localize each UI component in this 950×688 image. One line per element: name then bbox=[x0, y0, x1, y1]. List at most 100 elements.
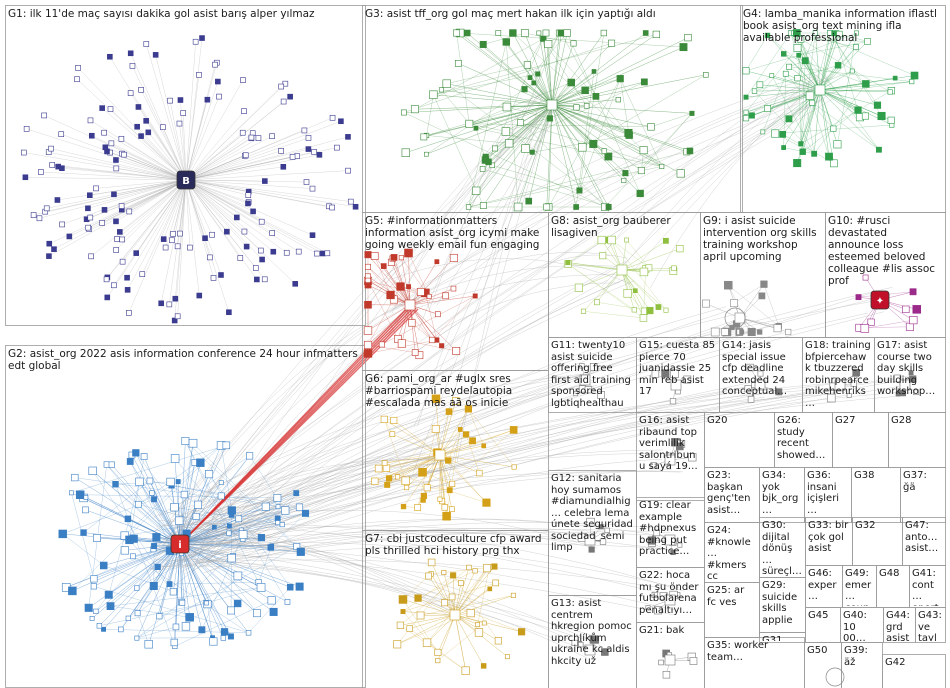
graph-edge bbox=[172, 297, 416, 518]
graph-edge bbox=[568, 263, 635, 310]
g1-node bbox=[174, 243, 181, 250]
graph-edge bbox=[57, 179, 187, 201]
g4-node bbox=[751, 88, 758, 94]
g18-hub bbox=[834, 379, 846, 391]
panel-border-g26 bbox=[774, 412, 833, 468]
g1-node bbox=[329, 204, 335, 211]
g1-node bbox=[170, 231, 176, 237]
g8-node bbox=[599, 252, 607, 260]
panel-border-g10 bbox=[825, 212, 946, 338]
graph-edge bbox=[426, 94, 434, 136]
graph-edge bbox=[185, 179, 274, 252]
graph-edge bbox=[152, 373, 593, 518]
g21-node bbox=[689, 657, 698, 665]
g3-node bbox=[525, 197, 533, 205]
graph-edge bbox=[83, 480, 151, 533]
g4-node bbox=[853, 44, 859, 50]
graph-edge bbox=[819, 89, 861, 118]
graph-edge bbox=[185, 179, 249, 204]
graph-edge bbox=[783, 53, 866, 85]
g3-node bbox=[509, 29, 517, 37]
g2-node bbox=[154, 563, 161, 570]
g3-node bbox=[465, 204, 472, 210]
graph-edge bbox=[800, 38, 891, 93]
graph-edge bbox=[567, 262, 644, 273]
g2-node bbox=[226, 530, 232, 536]
g1-node bbox=[305, 146, 312, 152]
graph-edge bbox=[476, 104, 553, 191]
graph-edge bbox=[551, 99, 619, 106]
graph-edge bbox=[745, 35, 768, 71]
graph-edge bbox=[158, 463, 444, 547]
graph-edge bbox=[728, 285, 779, 327]
g4-node bbox=[862, 80, 870, 88]
graph-edge bbox=[110, 587, 262, 607]
g2-node bbox=[156, 613, 163, 620]
g2-node bbox=[125, 615, 131, 622]
g9-node bbox=[760, 280, 768, 288]
graph-edge bbox=[575, 71, 595, 208]
g1-node bbox=[314, 250, 320, 257]
g1-node bbox=[118, 203, 125, 209]
g2-node bbox=[68, 586, 77, 596]
g2-node bbox=[253, 609, 261, 618]
g1-node bbox=[245, 192, 252, 198]
g3-node bbox=[529, 149, 535, 155]
graph-edge bbox=[127, 179, 187, 290]
g1-node bbox=[345, 134, 351, 140]
graph-edge bbox=[454, 614, 484, 667]
g5-node bbox=[404, 248, 413, 258]
graph-edge bbox=[33, 179, 187, 216]
g6-node bbox=[449, 480, 456, 487]
panel-border-g50 bbox=[804, 642, 842, 688]
graph-edge bbox=[505, 104, 553, 132]
graph-edge bbox=[420, 595, 514, 616]
g6-node bbox=[437, 496, 443, 502]
g2-node bbox=[196, 458, 205, 467]
graph-edge bbox=[551, 104, 642, 171]
g6-node bbox=[445, 457, 452, 464]
graph-edge bbox=[62, 179, 187, 225]
g3-node bbox=[453, 29, 461, 37]
graph-edge bbox=[185, 166, 284, 181]
g2-node bbox=[286, 583, 294, 591]
g6-node bbox=[384, 481, 391, 488]
g6-node bbox=[374, 464, 383, 473]
g8-node bbox=[671, 265, 677, 271]
g1-node bbox=[209, 231, 215, 238]
g2-node bbox=[281, 506, 290, 515]
graph-edge bbox=[206, 522, 443, 608]
g3-node bbox=[573, 204, 579, 210]
graph-edge bbox=[194, 280, 635, 533]
graph-edge bbox=[551, 104, 681, 174]
panel-border-g40 bbox=[840, 607, 884, 643]
g7-node bbox=[474, 628, 484, 637]
g7-node bbox=[466, 609, 475, 618]
g1-node bbox=[139, 271, 146, 277]
g1-node bbox=[119, 258, 126, 265]
g1-node bbox=[89, 132, 95, 139]
g1-node bbox=[309, 185, 316, 192]
svg-text:B: B bbox=[182, 176, 190, 187]
g2-node bbox=[227, 633, 234, 640]
graph-edge bbox=[185, 179, 328, 254]
g16-node bbox=[688, 453, 697, 462]
g1-node bbox=[347, 198, 354, 205]
g1-node bbox=[135, 104, 142, 110]
graph-edge bbox=[185, 179, 245, 232]
graph-edge bbox=[185, 132, 253, 181]
g2-node bbox=[279, 522, 285, 528]
g4-node bbox=[887, 89, 893, 95]
g4-node bbox=[833, 140, 842, 149]
g13-node bbox=[578, 641, 584, 648]
graph-edge bbox=[93, 543, 181, 580]
g5-node bbox=[363, 340, 373, 349]
graph-edge bbox=[88, 179, 187, 228]
graph-edge bbox=[72, 543, 181, 592]
graph-edge bbox=[176, 559, 587, 659]
g3-node bbox=[679, 43, 688, 52]
graph-edge bbox=[431, 295, 476, 341]
g5-node bbox=[416, 288, 425, 296]
g14-node bbox=[744, 385, 752, 393]
g4-node bbox=[836, 30, 843, 38]
